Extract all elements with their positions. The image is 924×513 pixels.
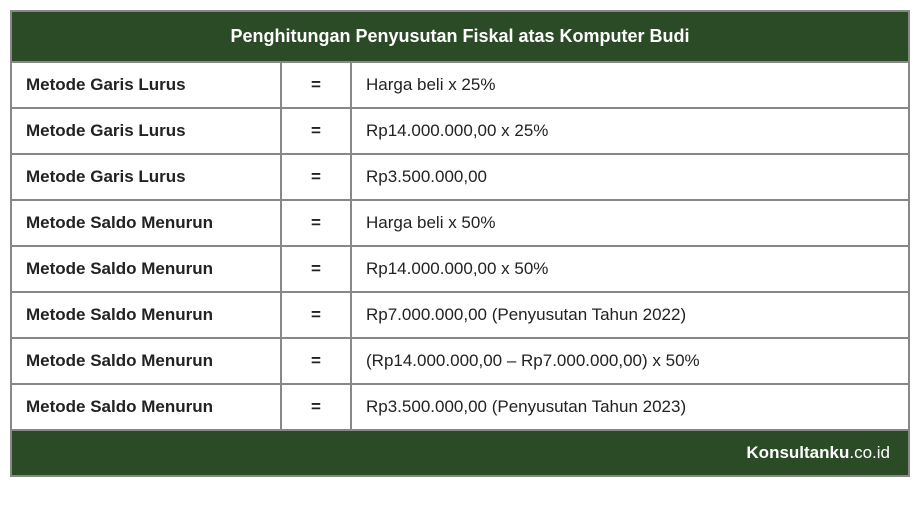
table-row: Metode Saldo Menurun = Rp14.000.000,00 x… [11,246,909,292]
equals-cell: = [281,108,351,154]
table-row: Metode Saldo Menurun = Rp7.000.000,00 (P… [11,292,909,338]
method-cell: Metode Garis Lurus [11,62,281,108]
table-row: Metode Saldo Menurun = Harga beli x 50% [11,200,909,246]
table-row: Metode Saldo Menurun = (Rp14.000.000,00 … [11,338,909,384]
method-cell: Metode Saldo Menurun [11,246,281,292]
table-row: Metode Garis Lurus = Rp14.000.000,00 x 2… [11,108,909,154]
method-cell: Metode Saldo Menurun [11,292,281,338]
method-cell: Metode Garis Lurus [11,108,281,154]
method-cell: Metode Saldo Menurun [11,384,281,430]
equals-cell: = [281,338,351,384]
table-body: Metode Garis Lurus = Harga beli x 25% Me… [11,62,909,476]
equals-cell: = [281,62,351,108]
table-footer-brand: Konsultanku.co.id [11,430,909,476]
brand-ext: .co.id [849,443,890,462]
value-cell: Rp3.500.000,00 (Penyusutan Tahun 2023) [351,384,909,430]
equals-cell: = [281,246,351,292]
depreciation-table: Penghitungan Penyusutan Fiskal atas Komp… [10,10,910,477]
equals-cell: = [281,200,351,246]
equals-cell: = [281,292,351,338]
table-row: Metode Garis Lurus = Rp3.500.000,00 [11,154,909,200]
value-cell: Rp14.000.000,00 x 25% [351,108,909,154]
value-cell: (Rp14.000.000,00 – Rp7.000.000,00) x 50% [351,338,909,384]
method-cell: Metode Saldo Menurun [11,200,281,246]
brand-main: Konsultanku [746,443,849,462]
value-cell: Rp3.500.000,00 [351,154,909,200]
table-header-title: Penghitungan Penyusutan Fiskal atas Komp… [11,11,909,62]
method-cell: Metode Saldo Menurun [11,338,281,384]
value-cell: Rp14.000.000,00 x 50% [351,246,909,292]
value-cell: Harga beli x 50% [351,200,909,246]
equals-cell: = [281,384,351,430]
equals-cell: = [281,154,351,200]
table-row: Metode Saldo Menurun = Rp3.500.000,00 (P… [11,384,909,430]
value-cell: Rp7.000.000,00 (Penyusutan Tahun 2022) [351,292,909,338]
table-row: Metode Garis Lurus = Harga beli x 25% [11,62,909,108]
method-cell: Metode Garis Lurus [11,154,281,200]
value-cell: Harga beli x 25% [351,62,909,108]
